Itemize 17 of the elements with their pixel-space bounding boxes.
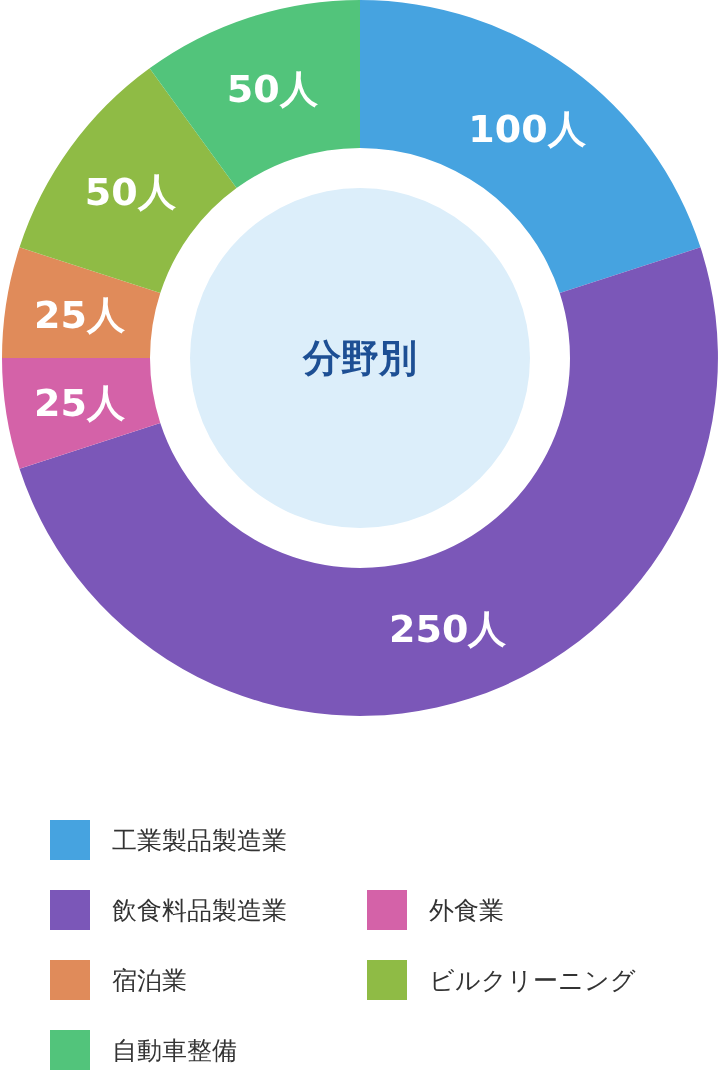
legend-label: 工業製品製造業 [112, 826, 287, 855]
data-label: 25人 [34, 292, 125, 337]
data-label: 50人 [84, 170, 176, 215]
data-label: 50人 [226, 66, 318, 111]
donut-slice [2, 358, 161, 469]
legend-label: 宿泊業 [112, 966, 187, 995]
legend-label: 自動車整備 [112, 1036, 237, 1065]
donut-slice [360, 0, 701, 294]
data-label: 100人 [468, 107, 586, 152]
donut-slice [19, 247, 718, 716]
donut-slice [2, 247, 161, 358]
legend-label: 飲食料品製造業 [112, 896, 287, 925]
data-label: 25人 [34, 381, 125, 426]
legend-label: 外食業 [429, 896, 504, 925]
legend-label: ビルクリーニング [429, 966, 636, 995]
data-label: 250人 [389, 607, 507, 652]
text: 分野別 [302, 336, 417, 380]
